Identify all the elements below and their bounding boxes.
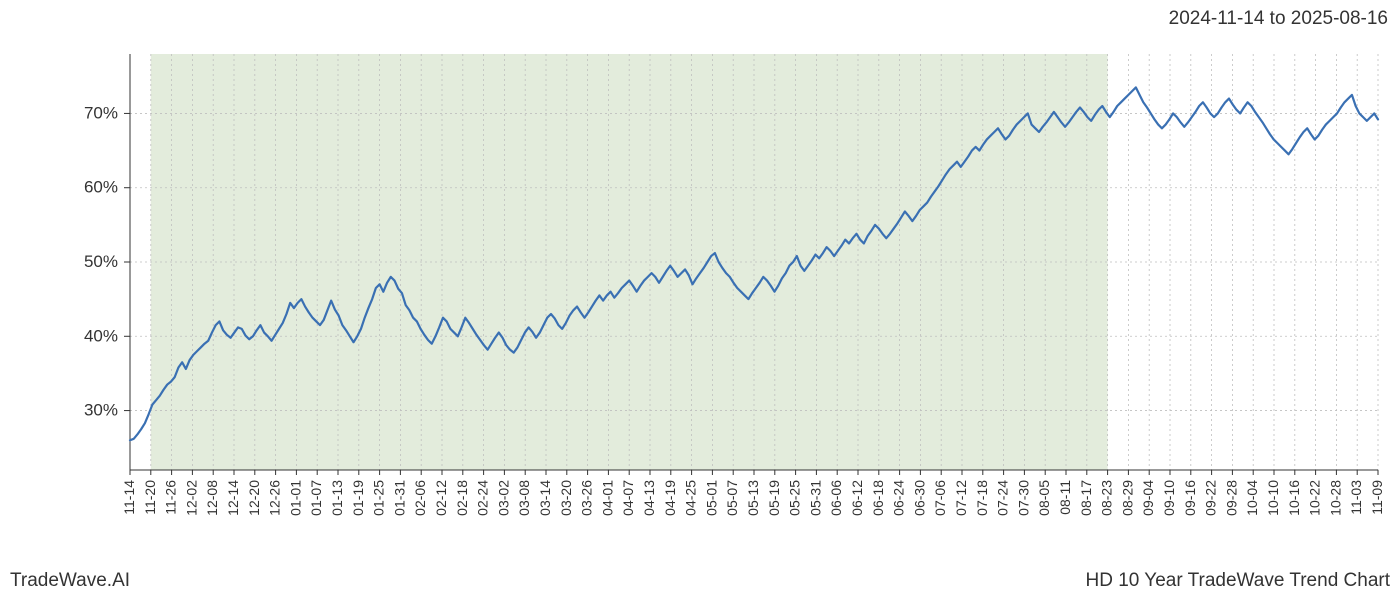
svg-text:04-01: 04-01 xyxy=(599,480,615,516)
svg-text:06-18: 06-18 xyxy=(870,480,886,516)
svg-text:04-07: 04-07 xyxy=(620,480,636,516)
svg-text:04-25: 04-25 xyxy=(683,480,699,516)
brand-label: TradeWave.AI xyxy=(10,570,130,592)
svg-text:12-20: 12-20 xyxy=(246,480,262,516)
svg-text:09-28: 09-28 xyxy=(1223,480,1239,516)
svg-text:06-12: 06-12 xyxy=(849,480,865,516)
svg-text:04-19: 04-19 xyxy=(662,480,678,516)
svg-text:06-30: 06-30 xyxy=(911,480,927,516)
svg-text:11-14: 11-14 xyxy=(121,480,137,515)
svg-text:08-23: 08-23 xyxy=(1099,480,1115,516)
svg-text:02-06: 02-06 xyxy=(412,480,428,516)
trend-chart: 30% 40% 50% 60% 70% 11-14 11-20 11-2612-02 12-08… xyxy=(10,44,1390,556)
svg-text:30%: 30% xyxy=(84,401,118,420)
svg-text:10-28: 10-28 xyxy=(1327,480,1343,516)
svg-text:05-13: 05-13 xyxy=(745,480,761,516)
svg-text:03-14: 03-14 xyxy=(537,480,553,516)
svg-text:08-05: 08-05 xyxy=(1036,480,1052,516)
svg-text:06-06: 06-06 xyxy=(828,480,844,516)
svg-text:05-19: 05-19 xyxy=(766,480,782,516)
svg-text:07-30: 07-30 xyxy=(1015,480,1031,516)
svg-text:11-03: 11-03 xyxy=(1348,480,1364,515)
svg-text:10-04: 10-04 xyxy=(1244,480,1260,516)
svg-text:04-13: 04-13 xyxy=(641,480,657,516)
svg-text:09-16: 09-16 xyxy=(1182,480,1198,516)
svg-text:01-25: 01-25 xyxy=(371,480,387,516)
svg-text:03-02: 03-02 xyxy=(495,480,511,516)
svg-text:09-22: 09-22 xyxy=(1203,480,1219,516)
svg-text:12-02: 12-02 xyxy=(183,480,199,516)
svg-text:12-14: 12-14 xyxy=(225,480,241,516)
svg-text:11-20: 11-20 xyxy=(142,480,158,515)
svg-text:02-24: 02-24 xyxy=(475,480,491,516)
svg-text:03-26: 03-26 xyxy=(579,480,595,516)
svg-text:05-25: 05-25 xyxy=(787,480,803,516)
svg-text:11-09: 11-09 xyxy=(1369,480,1385,515)
svg-text:07-18: 07-18 xyxy=(974,480,990,516)
svg-text:05-31: 05-31 xyxy=(807,480,823,516)
svg-text:03-20: 03-20 xyxy=(558,480,574,516)
date-range: 2024-11-14 to 2025-08-16 xyxy=(1169,8,1388,30)
svg-text:05-07: 05-07 xyxy=(724,480,740,516)
svg-text:08-17: 08-17 xyxy=(1078,480,1094,516)
svg-text:08-11: 08-11 xyxy=(1057,480,1073,515)
svg-text:70%: 70% xyxy=(84,103,118,122)
chart-container: 30% 40% 50% 60% 70% 11-14 11-20 11-2612-02 12-08… xyxy=(10,44,1390,556)
svg-text:03-08: 03-08 xyxy=(516,480,532,516)
chart-title: HD 10 Year TradeWave Trend Chart xyxy=(1085,570,1390,592)
svg-text:60%: 60% xyxy=(84,178,118,197)
svg-text:02-12: 02-12 xyxy=(433,480,449,516)
svg-text:01-31: 01-31 xyxy=(391,480,407,516)
svg-text:40%: 40% xyxy=(84,326,118,345)
svg-text:10-10: 10-10 xyxy=(1265,480,1281,516)
svg-text:12-26: 12-26 xyxy=(267,480,283,516)
svg-text:01-19: 01-19 xyxy=(350,480,366,516)
svg-text:07-24: 07-24 xyxy=(995,480,1011,516)
svg-text:07-12: 07-12 xyxy=(953,480,969,516)
svg-text:06-24: 06-24 xyxy=(891,480,907,516)
svg-text:09-10: 09-10 xyxy=(1161,480,1177,516)
svg-text:08-29: 08-29 xyxy=(1119,480,1135,516)
svg-text:11-26: 11-26 xyxy=(163,480,179,515)
svg-text:02-18: 02-18 xyxy=(454,480,470,516)
svg-text:07-06: 07-06 xyxy=(932,480,948,516)
svg-text:01-13: 01-13 xyxy=(329,480,345,516)
svg-text:12-08: 12-08 xyxy=(204,480,220,516)
svg-text:10-16: 10-16 xyxy=(1286,480,1302,516)
svg-text:05-01: 05-01 xyxy=(703,480,719,516)
svg-text:01-07: 01-07 xyxy=(308,480,324,516)
svg-text:50%: 50% xyxy=(84,252,118,271)
svg-text:10-22: 10-22 xyxy=(1307,480,1323,516)
svg-text:01-01: 01-01 xyxy=(287,480,303,516)
svg-text:09-04: 09-04 xyxy=(1140,480,1156,516)
